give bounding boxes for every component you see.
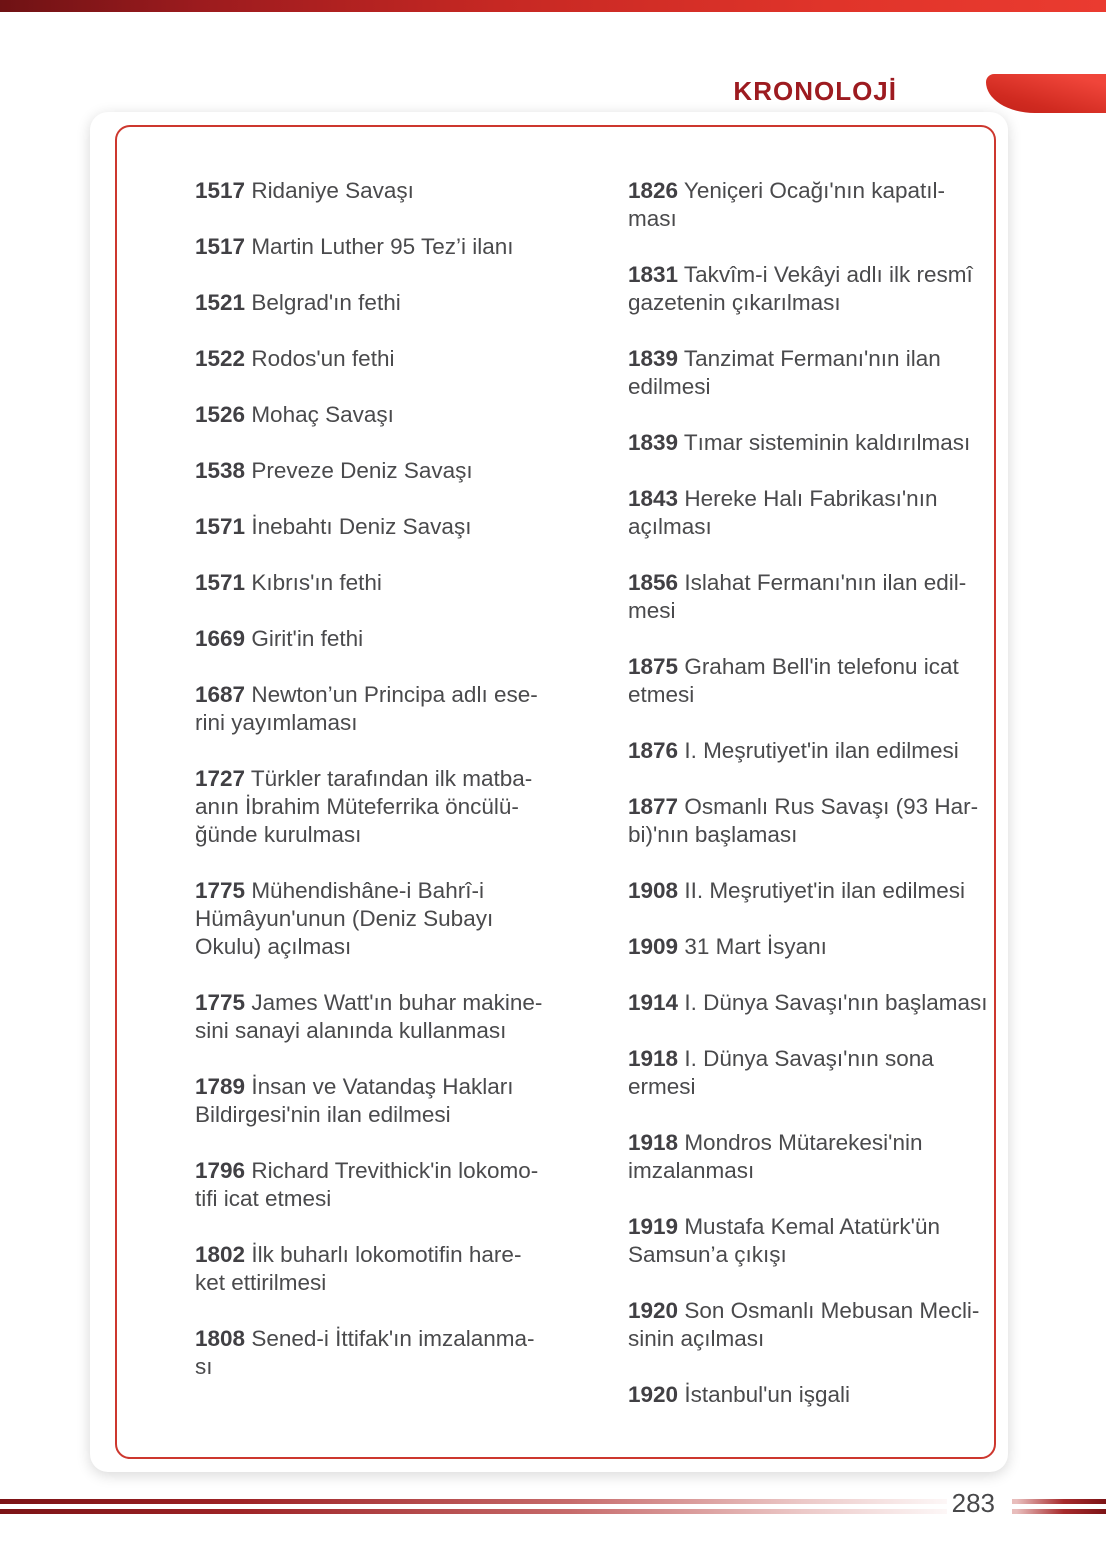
footer-rule-left-top xyxy=(0,1499,947,1504)
timeline-entry: 1808 Sened-i İttifak'ın imzalanma-sı xyxy=(195,1326,535,1379)
top-red-bar xyxy=(0,0,1106,12)
timeline-entry: 1802 İlk buharlı lokomotifin hare-ket et… xyxy=(195,1242,522,1295)
timeline-entry: 1775 Mühendishâne-i Bahrî-i Hümâyun'unun … xyxy=(195,878,494,959)
entry-year: 1571 xyxy=(195,570,246,595)
entry-year: 1909 xyxy=(628,934,679,959)
entry-year: 1808 xyxy=(195,1326,246,1351)
timeline-entry: 1526 Mohaç Savaşı xyxy=(195,402,394,427)
timeline-entry: 1796 Richard Trevithick'in lokomo-tifi i… xyxy=(195,1158,539,1211)
entry-year: 1839 xyxy=(628,430,679,455)
timeline-entry: 1918 I. Dünya Savaşı'nın sona ermesi xyxy=(628,1046,934,1099)
entry-year: 1920 xyxy=(628,1298,679,1323)
timeline-entry: 1789 İnsan ve Vatandaş Hakları Bildirgesi… xyxy=(195,1074,514,1127)
entry-year: 1875 xyxy=(628,654,679,679)
entry-year: 1802 xyxy=(195,1242,246,1267)
page-title: KRONOLOJİ xyxy=(733,76,897,106)
timeline-column-right: 1826 Yeniçeri Ocağı'nın kapatıl-ması 1831… xyxy=(628,177,996,1437)
timeline-entry: 1831 Takvîm-i Vekâyi adlı ilk resmî gazet… xyxy=(628,262,973,315)
page-number: 283 xyxy=(951,1488,995,1518)
corner-ribbon-shape xyxy=(986,74,1106,113)
timeline-entry: 1687 Newton’un Principa adlı ese-rini ya… xyxy=(195,682,538,735)
entry-year: 1914 xyxy=(628,990,679,1015)
timeline-entry: 1571 İnebahtı Deniz Savaşı xyxy=(195,514,472,539)
timeline-entry: 1843 Hereke Halı Fabrikası'nın açılması xyxy=(628,486,938,539)
timeline-entry: 1876 I. Meşrutiyet'in ilan edilmesi xyxy=(628,738,959,763)
entry-year: 1727 xyxy=(195,766,246,791)
timeline-entry: 1920 İstanbul'un işgali xyxy=(628,1382,850,1407)
timeline-entry: 1571 Kıbrıs'ın fethi xyxy=(195,570,382,595)
entry-year: 1831 xyxy=(628,262,679,287)
timeline-entry: 1517 Ridaniye Savaşı xyxy=(195,178,414,203)
timeline-entry: 1918 Mondros Mütarekesi'nin imzalanması xyxy=(628,1130,923,1183)
entry-year: 1775 xyxy=(195,878,246,903)
timeline-entry: 1522 Rodos'un fethi xyxy=(195,346,395,371)
timeline-entry: 1839 Tımar sisteminin kaldırılması xyxy=(628,430,971,455)
entry-year: 1669 xyxy=(195,626,246,651)
entry-year: 1876 xyxy=(628,738,679,763)
entry-year: 1517 xyxy=(195,234,246,259)
timeline-entry: 1669 Girit'in fethi xyxy=(195,626,364,651)
timeline-entry: 1877 Osmanlı Rus Savaşı (93 Har-bi)'nın … xyxy=(628,794,979,847)
entry-year: 1521 xyxy=(195,290,246,315)
footer-rule-right-bottom xyxy=(1012,1509,1106,1514)
entry-year: 1775 xyxy=(195,990,246,1015)
footer-rule-left-bottom xyxy=(0,1509,947,1514)
entry-year: 1789 xyxy=(195,1074,246,1099)
timeline-entry: 1909 31 Mart İsyanı xyxy=(628,934,827,959)
entry-year: 1839 xyxy=(628,346,679,371)
timeline-column-left: 1517 Ridaniye Savaşı 1517 Martin Luther 9… xyxy=(195,177,577,1409)
timeline-entry: 1775 James Watt'ın buhar makine-sini san… xyxy=(195,990,543,1043)
entry-year: 1538 xyxy=(195,458,246,483)
entry-year: 1826 xyxy=(628,178,679,203)
entry-year: 1919 xyxy=(628,1214,679,1239)
timeline-entry: 1856 Islahat Fermanı'nın ilan edil-mesi xyxy=(628,570,967,623)
entry-year: 1908 xyxy=(628,878,679,903)
timeline-entry: 1875 Graham Bell'in telefonu icat etmesi xyxy=(628,654,959,707)
entry-year: 1526 xyxy=(195,402,246,427)
timeline-entry: 1538 Preveze Deniz Savaşı xyxy=(195,458,473,483)
entry-year: 1796 xyxy=(195,1158,246,1183)
entry-year: 1918 xyxy=(628,1130,679,1155)
entry-year: 1918 xyxy=(628,1046,679,1071)
entry-year: 1856 xyxy=(628,570,679,595)
entry-year: 1877 xyxy=(628,794,679,819)
timeline-entry: 1914 I. Dünya Savaşı'nın başlaması xyxy=(628,990,988,1015)
timeline-entry: 1517 Martin Luther 95 Tez’i ilanı xyxy=(195,234,514,259)
timeline-entry: 1908 II. Meşrutiyet'in ilan edilmesi xyxy=(628,878,965,903)
entry-year: 1687 xyxy=(195,682,246,707)
entry-year: 1517 xyxy=(195,178,246,203)
entry-year: 1522 xyxy=(195,346,246,371)
timeline-box-border xyxy=(115,125,996,1459)
timeline-entry: 1521 Belgrad'ın fethi xyxy=(195,290,401,315)
entry-year: 1571 xyxy=(195,514,246,539)
timeline-entry: 1839 Tanzimat Fermanı'nın ilan edilmesi xyxy=(628,346,941,399)
timeline-entry: 1727 Türkler tarafından ilk matba-anın İ… xyxy=(195,766,533,847)
entry-year: 1843 xyxy=(628,486,679,511)
timeline-entry: 1919 Mustafa Kemal Atatürk'ün Samsun’a çı… xyxy=(628,1214,940,1267)
entry-year: 1920 xyxy=(628,1382,679,1407)
footer-rule-right-top xyxy=(1012,1499,1106,1504)
timeline-entry: 1920 Son Osmanlı Mebusan Mecli-sinin açı… xyxy=(628,1298,980,1351)
timeline-entry: 1826 Yeniçeri Ocağı'nın kapatıl-ması xyxy=(628,178,946,231)
